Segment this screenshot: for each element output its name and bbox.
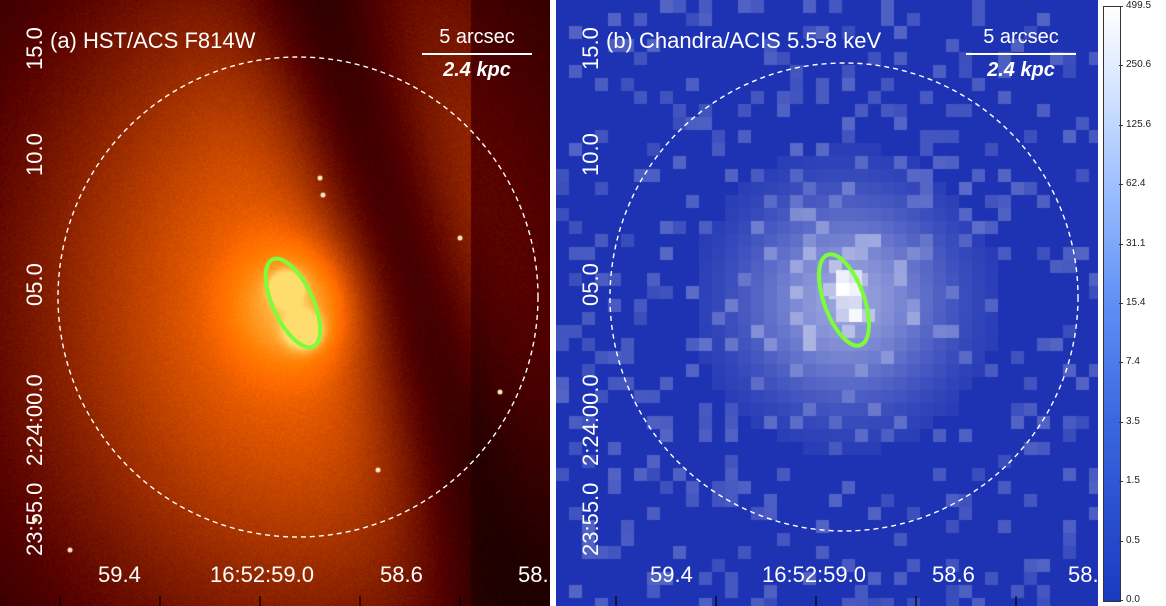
colorbar-tick <box>1119 303 1123 304</box>
x-tick-label: 59.4 <box>98 562 141 587</box>
scale-arcsec-label: 5 arcsec <box>983 26 1059 48</box>
y-tick-label: 10.0 <box>578 133 603 176</box>
colorbar-tick <box>1119 243 1123 245</box>
colorbar-tick <box>1119 421 1123 423</box>
panel-title: (a) HST/ACS F814W <box>50 28 256 53</box>
colorbar-tick <box>1119 6 1123 7</box>
y-tick-label: 10.0 <box>22 133 47 176</box>
x-tick-label: 58. <box>518 562 549 587</box>
colorbar-tick <box>1119 124 1123 126</box>
chandra-image <box>556 0 1098 606</box>
x-tick-label: 58.6 <box>932 562 975 587</box>
scale-kpc-label: 2.4 kpc <box>987 59 1055 81</box>
colorbar-tick-label: 7.4 <box>1126 356 1140 368</box>
y-tick-label: 05.0 <box>22 263 47 306</box>
colorbar <box>1103 6 1121 602</box>
panel-chandra: (b) Chandra/ACIS 5.5-8 keV 5 arcsec 2.4 … <box>556 0 1098 606</box>
y-tick-label: 05.0 <box>578 263 603 306</box>
colorbar-tick <box>1119 481 1123 483</box>
y-tick-label: 23:55.0 <box>578 482 603 556</box>
colorbar-tick-label: 31.1 <box>1126 237 1146 249</box>
scale-arcsec-label: 5 arcsec <box>439 26 515 48</box>
panel-title: (b) Chandra/ACIS 5.5-8 keV <box>606 28 882 53</box>
x-tick-label: 59.4 <box>650 562 693 587</box>
colorbar-tick <box>1119 600 1123 601</box>
panel-hst: (a) HST/ACS F814W 5 arcsec 2.4 kpc 59.4 … <box>0 0 550 606</box>
colorbar-tick-label: 1.5 <box>1126 475 1140 487</box>
scale-line <box>422 53 532 55</box>
colorbar-tick-label: 3.5 <box>1126 415 1140 427</box>
colorbar-tick-label: 62.4 <box>1126 178 1146 190</box>
x-tick-label: 58. <box>1068 562 1098 587</box>
scale-bar: 5 arcsec 2.4 kpc <box>966 26 1076 82</box>
colorbar-tick <box>1119 184 1123 186</box>
colorbar-tick <box>1119 540 1123 542</box>
colorbar-tick-label: 15.4 <box>1126 297 1146 308</box>
y-tick-label: 2:24:00.0 <box>22 374 47 466</box>
colorbar-tick <box>1119 65 1123 67</box>
colorbar-tick-label: 0.5 <box>1126 534 1140 546</box>
x-tick-label: 16:52:59.0 <box>762 562 866 587</box>
colorbar-tick-label: 499.5 <box>1126 0 1152 11</box>
hst-image <box>0 0 550 606</box>
y-tick-label: 15.0 <box>578 27 603 70</box>
scale-bar: 5 arcsec 2.4 kpc <box>422 26 532 82</box>
y-tick-label: 23:55.0 <box>22 482 47 556</box>
y-tick-label: 15.0 <box>22 27 47 70</box>
colorbar-tick-label: 0.0 <box>1126 594 1140 605</box>
colorbar-tick-label: 125.6 <box>1126 118 1152 130</box>
x-tick-label: 16:52:59.0 <box>210 562 314 587</box>
colorbar-tick <box>1119 362 1123 364</box>
scale-line <box>966 53 1076 55</box>
y-tick-label: 2:24:00.0 <box>578 374 603 466</box>
scale-kpc-label: 2.4 kpc <box>443 59 511 81</box>
x-tick-label: 58.6 <box>380 562 423 587</box>
colorbar-tick-label: 250.6 <box>1126 59 1152 71</box>
